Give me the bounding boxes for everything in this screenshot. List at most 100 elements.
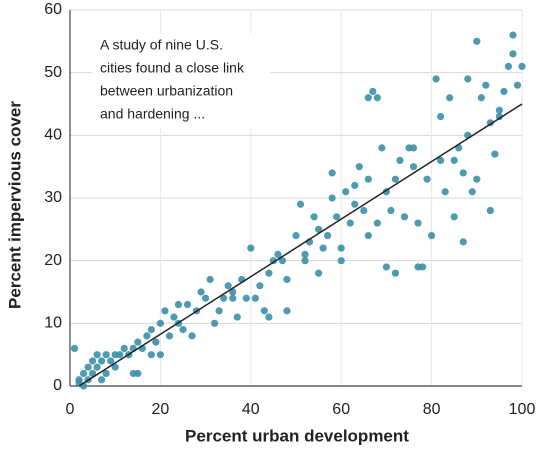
point [170,313,178,321]
y-tick-label: 40 [44,127,62,144]
y-tick-label: 60 [44,1,62,18]
point [93,363,101,371]
x-tick-label: 60 [332,401,350,418]
point [396,156,404,164]
points [70,31,526,390]
point [269,257,277,265]
point [446,94,454,102]
trend-line [78,103,523,387]
x-tick-label: 0 [66,401,75,418]
point [224,282,232,290]
x-tick-label: 20 [152,401,170,418]
point [328,169,336,177]
y-tick-label: 10 [44,315,62,332]
point [473,175,481,183]
point [409,144,418,152]
point [89,357,97,365]
annotation-line: between urbanization [100,83,233,99]
point [260,307,268,315]
point [79,369,88,378]
point [120,344,128,352]
y-tick-label: 30 [44,189,62,206]
point [278,257,287,265]
point [107,357,115,365]
y-tick-label: 0 [53,377,62,394]
point [211,319,219,327]
point [509,31,517,39]
point [414,263,422,271]
point [233,313,241,321]
point [229,294,237,302]
point [324,232,332,240]
point [513,81,522,89]
point [134,369,142,378]
point [283,307,291,315]
point [89,369,97,378]
point [387,206,395,215]
point [495,112,503,121]
point [165,332,174,340]
point [206,275,214,284]
point [423,175,431,183]
point [70,344,79,352]
point [373,94,381,102]
point [265,269,273,277]
point [441,188,449,196]
point [409,163,418,171]
point [143,332,151,340]
point [183,300,192,309]
point [351,200,359,208]
point [482,81,490,89]
point [382,263,390,271]
point [102,369,110,378]
point [310,213,318,221]
y-tick-label: 50 [44,64,62,81]
annotation-line: cities found a close link [100,60,245,76]
point [450,213,458,221]
point [337,244,345,252]
point [459,238,467,246]
point [355,163,363,171]
point [464,75,472,83]
y-axis-label: Percent impervious cover [5,101,24,309]
point [102,351,110,359]
point [283,275,291,284]
annotation-box [92,34,270,128]
point [504,62,513,70]
point [333,213,341,221]
point [477,94,485,102]
point [98,376,106,384]
point [174,300,183,309]
point [369,87,377,96]
annotation-line: A study of nine U.S. [100,37,223,53]
point [378,144,386,152]
point [391,175,400,183]
point [500,87,508,96]
point [337,257,345,265]
point [161,307,169,315]
point [342,188,350,196]
point [414,219,422,227]
point [251,294,259,302]
point [292,232,300,240]
point [202,294,210,302]
point [229,288,237,296]
x-tick-label: 40 [242,401,260,418]
point [491,150,499,158]
point [301,250,309,258]
point [152,338,160,346]
point [468,188,476,196]
point [364,94,372,102]
point [315,225,323,233]
point [247,244,255,252]
point [450,156,458,164]
x-axis-label: Percent urban development [185,426,409,445]
point [98,357,106,365]
point [319,244,327,252]
point [215,307,223,315]
point [93,351,101,359]
point [509,50,517,58]
point [147,326,155,334]
point [360,206,368,215]
point [432,75,440,83]
